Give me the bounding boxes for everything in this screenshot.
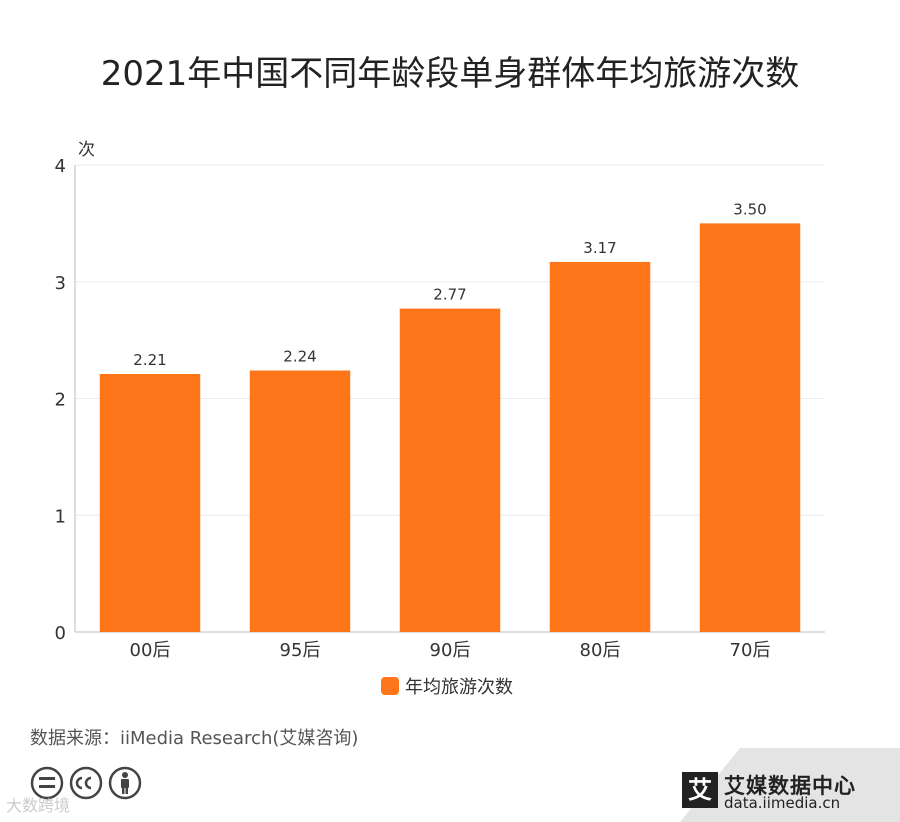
y-tick-label: 3 [55, 273, 66, 294]
x-tick-label: 95后 [280, 640, 321, 661]
equal-icon [30, 766, 64, 800]
bar[interactable] [249, 370, 351, 632]
y-tick-label: 0 [55, 623, 66, 644]
x-axis-ticks: 00后 95后 90后 80后 70后 [130, 640, 771, 661]
y-tick-label: 4 [55, 156, 66, 177]
watermark: 大数跨境 [6, 796, 71, 815]
bar[interactable] [549, 261, 651, 632]
bars: 2.21 2.24 2.77 3.17 3.50 [99, 200, 801, 632]
x-tick-label: 70后 [730, 640, 771, 661]
bar[interactable] [699, 223, 801, 632]
bar-value-label: 2.21 [133, 351, 166, 369]
x-tick-label: 80后 [580, 640, 621, 661]
bar[interactable] [99, 373, 201, 632]
y-tick-label: 2 [55, 390, 66, 411]
chart-title: 2021年中国不同年龄段单身群体年均旅游次数 [100, 54, 800, 94]
brand-corner-shape [680, 748, 900, 822]
x-tick-label: 90后 [430, 640, 471, 661]
legend-swatch [381, 677, 399, 695]
bar-value-label: 3.50 [733, 200, 766, 218]
cc-license-icons [30, 766, 142, 800]
x-tick-label: 00后 [130, 640, 171, 661]
cc-icon [69, 766, 103, 800]
brand-name: 艾媒数据中心 [724, 774, 856, 798]
bar[interactable] [399, 308, 501, 632]
attribution-person-icon [108, 766, 142, 800]
bar-chart: 0 1 2 3 4 次 2.21 2.24 2.77 3.17 3.50 00后 95后 90后 80… [55, 140, 825, 698]
y-axis-ticks: 0 1 2 3 4 [55, 156, 66, 644]
brand-logo: 艾 艾媒数据中心 data.iimedia.cn [680, 748, 900, 822]
bar-value-label: 2.24 [283, 347, 316, 365]
legend[interactable]: 年均旅游次数 [381, 677, 513, 698]
bar-value-label: 2.77 [433, 286, 466, 304]
brand-mark-icon: 艾 [682, 772, 718, 808]
y-tick-label: 1 [55, 506, 66, 527]
y-axis-label: 次 [78, 140, 95, 160]
legend-label: 年均旅游次数 [405, 677, 513, 698]
bar-value-label: 3.17 [583, 239, 616, 257]
data-source-note: 数据来源：iiMedia Research(艾媒咨询) [30, 728, 359, 749]
brand-url: data.iimedia.cn [724, 794, 841, 812]
